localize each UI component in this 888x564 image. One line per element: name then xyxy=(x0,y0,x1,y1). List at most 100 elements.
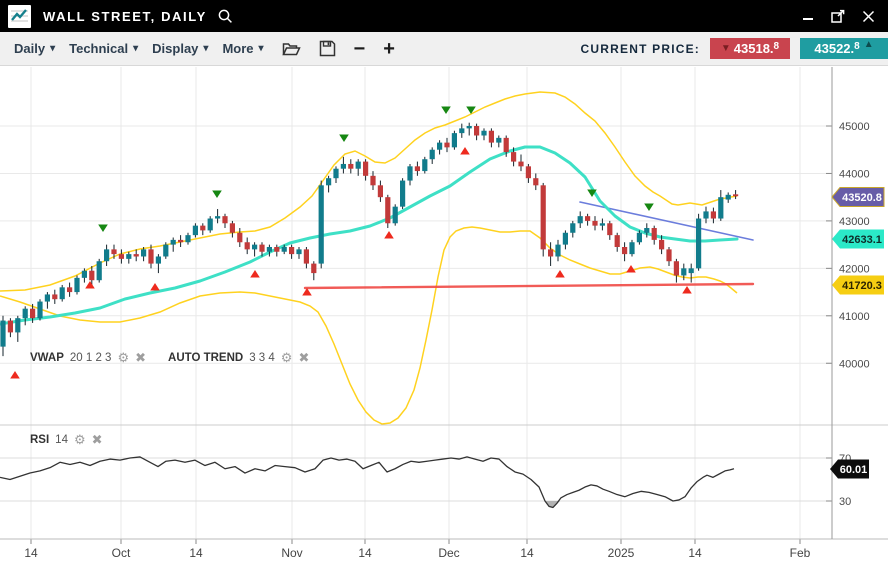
sell-signal-triangle xyxy=(466,106,476,114)
arrow-up-icon: ▲ xyxy=(863,39,874,50)
bollinger-lower-band xyxy=(0,226,738,425)
rsi-line xyxy=(0,456,735,509)
candle-body xyxy=(437,142,443,150)
save-icon[interactable] xyxy=(319,40,336,57)
candle-body xyxy=(710,211,716,219)
candle-body xyxy=(466,126,472,129)
rsi-label: RSI xyxy=(30,433,50,446)
sell-signal-triangle xyxy=(587,189,597,197)
candle-body xyxy=(370,175,376,186)
candle-body xyxy=(22,308,28,319)
candle-body xyxy=(163,244,169,257)
candle-body xyxy=(340,163,346,169)
candle-body xyxy=(252,244,258,250)
candle-body xyxy=(459,128,465,134)
rsi-settings-gear-icon[interactable]: ⚙ xyxy=(73,432,86,447)
buy-signal-triangle xyxy=(85,281,95,289)
arrow-down-icon: ▼ xyxy=(720,42,731,54)
buy-signal-triangle xyxy=(10,371,20,379)
minimize-icon[interactable] xyxy=(800,8,816,24)
candle-body xyxy=(37,301,43,319)
pop-out-icon[interactable] xyxy=(830,8,846,24)
candle-body xyxy=(266,246,272,252)
svg-text:41000: 41000 xyxy=(839,311,870,323)
auto-trend-remove-icon[interactable]: ✖ xyxy=(298,350,310,365)
chart-toolbar: Daily ▾ Technical ▾ Display ▾ More ▾ − + CUR… xyxy=(0,32,888,66)
candle-body xyxy=(30,308,36,319)
candle-body xyxy=(474,126,480,136)
vwap-line xyxy=(0,145,739,326)
zoom-out-button[interactable]: − xyxy=(353,37,366,60)
vwap-settings-gear-icon[interactable]: ⚙ xyxy=(117,350,130,365)
candles xyxy=(0,122,739,357)
candle-body xyxy=(607,223,613,236)
svg-text:Oct: Oct xyxy=(112,546,131,560)
candle-body xyxy=(422,159,428,172)
candle-body xyxy=(133,254,139,257)
candle-body xyxy=(503,137,509,153)
buy-price-badge[interactable]: 43522. 8 ▲ xyxy=(800,38,888,59)
sell-signal-triangle xyxy=(644,203,654,211)
candle-body xyxy=(289,246,295,255)
candle-body xyxy=(15,318,21,333)
candle-body xyxy=(733,194,739,197)
menu-display-label: Display xyxy=(152,41,199,56)
candle-body xyxy=(718,197,724,219)
chevron-down-icon: ▾ xyxy=(258,43,264,54)
open-folder-icon[interactable] xyxy=(281,41,301,57)
svg-text:60.01: 60.01 xyxy=(840,464,868,476)
zoom-in-button[interactable]: + xyxy=(383,37,395,60)
auto-trend-params: 3 3 4 xyxy=(249,351,275,364)
candle-body xyxy=(237,232,243,243)
chevron-down-icon: ▾ xyxy=(133,43,139,54)
candle-body xyxy=(89,270,95,281)
menu-technical[interactable]: Technical ▾ xyxy=(69,41,138,56)
candle-body xyxy=(696,218,702,269)
rsi-value-badge xyxy=(830,459,869,479)
svg-text:Nov: Nov xyxy=(281,546,302,560)
candle-body xyxy=(688,268,694,274)
candle-body xyxy=(555,244,561,257)
window-title: WALL STREET, DAILY xyxy=(43,8,207,24)
rsi-remove-icon[interactable]: ✖ xyxy=(91,432,103,447)
candle-body xyxy=(644,228,650,233)
vwap-label: VWAP xyxy=(30,351,64,364)
auto-trend-settings-gear-icon[interactable]: ⚙ xyxy=(280,350,293,365)
candle-body xyxy=(111,249,117,255)
svg-text:14: 14 xyxy=(520,546,534,560)
candle-body xyxy=(636,232,642,243)
buy-signal-triangle xyxy=(460,147,470,155)
auto-trend-label: AUTO TREND xyxy=(168,351,244,364)
sell-signal-triangle xyxy=(339,134,349,142)
menu-more[interactable]: More ▾ xyxy=(222,41,263,56)
menu-timeframe[interactable]: Daily ▾ xyxy=(14,41,55,56)
search-icon[interactable] xyxy=(217,8,234,25)
sell-price-badge[interactable]: ▼ 43518. 8 xyxy=(710,38,790,59)
candle-body xyxy=(170,239,176,245)
price-level-badge xyxy=(831,187,885,207)
sell-price-dec: 8 xyxy=(773,41,780,52)
vwap-remove-icon[interactable]: ✖ xyxy=(135,350,147,365)
candle-body xyxy=(585,216,591,221)
svg-text:14: 14 xyxy=(688,546,702,560)
candle-body xyxy=(363,161,369,176)
menu-timeframe-label: Daily xyxy=(14,41,46,56)
svg-text:14: 14 xyxy=(189,546,203,560)
candle-body xyxy=(407,166,413,181)
candle-body xyxy=(155,256,161,264)
menu-display[interactable]: Display ▾ xyxy=(152,41,208,56)
chevron-down-icon: ▾ xyxy=(203,43,209,54)
candle-body xyxy=(296,249,302,255)
candle-body xyxy=(318,185,324,264)
sell-signal-triangle xyxy=(212,190,222,198)
candle-body xyxy=(200,225,206,231)
candle-body xyxy=(141,249,147,257)
candle-body xyxy=(333,168,339,179)
candle-body xyxy=(222,216,228,224)
candle-body xyxy=(518,161,524,167)
candle-body xyxy=(207,218,213,231)
close-icon[interactable] xyxy=(860,8,876,24)
candle-body xyxy=(244,242,250,250)
candle-body xyxy=(577,216,583,224)
